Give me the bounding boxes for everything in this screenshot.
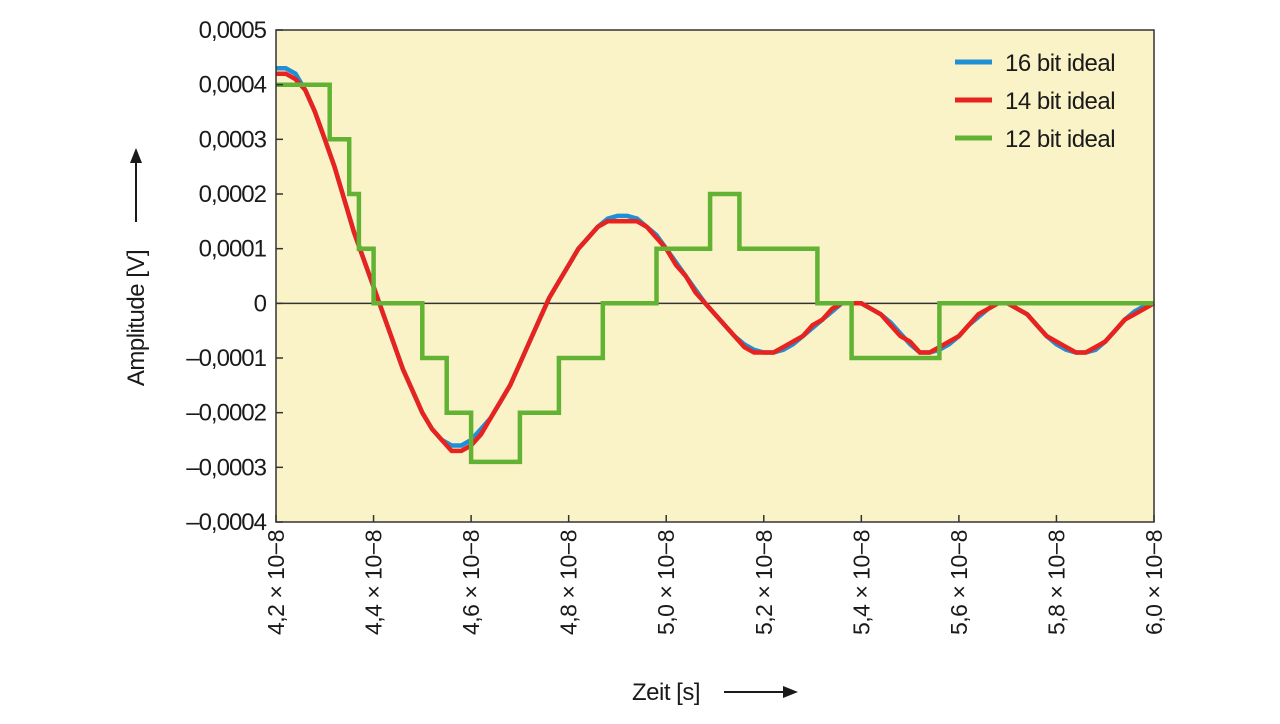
y-axis-title-group: Amplitude [V] — [123, 148, 150, 386]
legend-label-2: 14 bit ideal — [1005, 88, 1115, 115]
x-tick-label: 5,4 × 10−8 — [848, 530, 874, 635]
legend: 16 bit ideal 14 bit ideal 12 bit ideal — [955, 50, 1116, 153]
x-tick-label: 5,8 × 10−8 — [1043, 530, 1069, 635]
x-tick-label: 4,8 × 10−8 — [556, 530, 582, 635]
legend-label-1: 16 bit ideal — [1005, 50, 1115, 77]
y-tick-label: –0,0003 — [186, 454, 266, 481]
x-tick-label: 4,6 × 10−8 — [458, 530, 484, 635]
x-tick-label: 4,2 × 10−8 — [263, 530, 289, 635]
y-tick-label: 0 — [254, 290, 267, 317]
y-tick-label: 0,0001 — [199, 236, 267, 263]
x-axis-arrow-head — [783, 686, 798, 698]
y-axis-arrow-head — [130, 148, 142, 163]
series-line-3 — [276, 82, 1154, 465]
series-group — [276, 66, 1156, 465]
x-axis-title: Zeit [s] — [632, 679, 700, 706]
plot-area — [276, 30, 1154, 522]
legend-label-3: 12 bit ideal — [1005, 126, 1115, 153]
x-tick-label: 4,4 × 10−8 — [361, 530, 387, 635]
x-axis-title-group: Zeit [s] — [632, 679, 798, 706]
plot-frame — [275, 29, 1155, 523]
y-tick-label: 0,0004 — [199, 72, 267, 99]
y-tick-label: –0,0004 — [186, 509, 266, 536]
x-tick-label: 6,0 × 10−8 — [1141, 530, 1167, 635]
y-tick-label: –0,0002 — [186, 400, 266, 427]
y-axis-title: Amplitude [V] — [123, 250, 150, 386]
y-tick-label: 0,0003 — [199, 126, 267, 153]
x-tick-label: 5,2 × 10−8 — [751, 530, 777, 635]
y-tick-label: –0,0001 — [186, 345, 266, 372]
x-tick-label: 5,6 × 10−8 — [946, 530, 972, 635]
y-tick-label: 0,0005 — [199, 17, 267, 44]
y-tick-label: 0,0002 — [199, 181, 267, 208]
x-tick-label: 5,0 × 10−8 — [653, 530, 679, 635]
